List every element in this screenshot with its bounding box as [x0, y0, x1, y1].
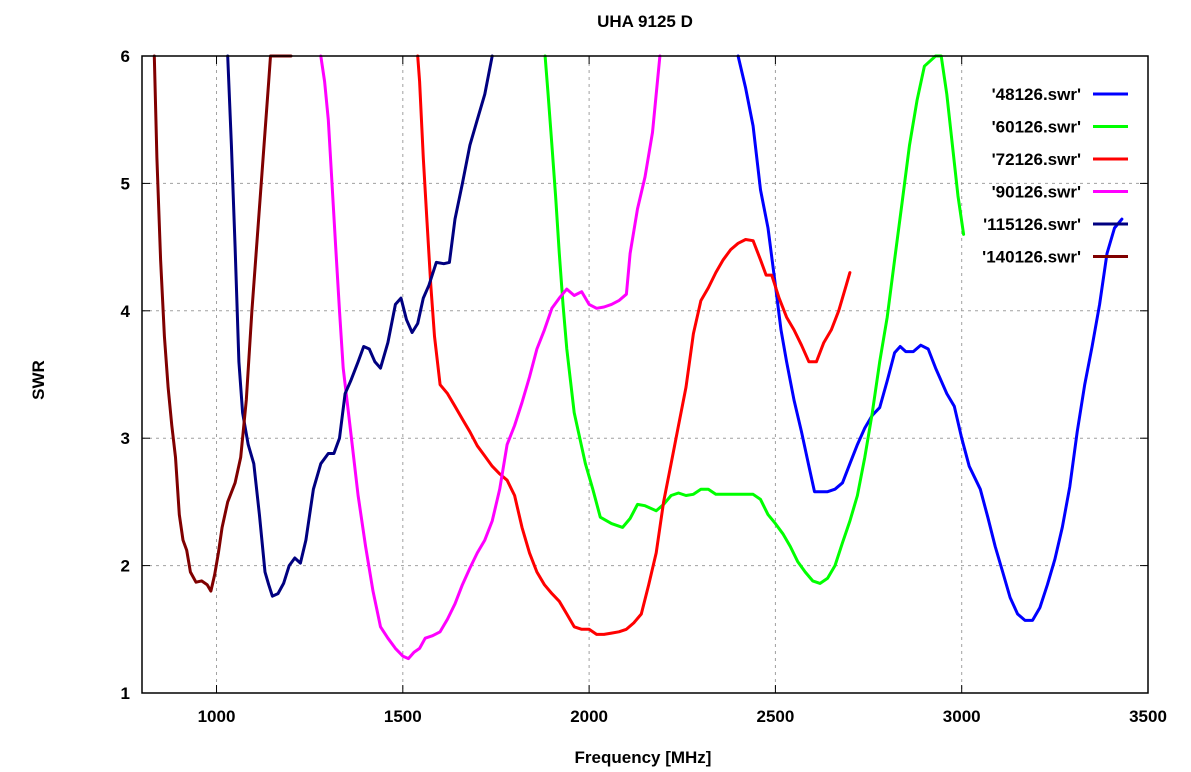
y-tick-label: 3	[121, 429, 130, 448]
y-tick-label: 5	[121, 174, 130, 193]
x-tick-label: 1500	[384, 707, 422, 726]
series-line-1	[543, 54, 966, 585]
axis-ticks: 1 2 3 4 5 6 1000 1500 2000 2500 3000 3500	[121, 47, 1167, 726]
series-line-2	[416, 54, 852, 636]
x-tick-label: 3500	[1129, 707, 1167, 726]
x-axis-label: Frequency [MHz]	[575, 748, 712, 767]
legend-label: '90126.swr'	[992, 183, 1081, 202]
series-lines	[152, 54, 1124, 661]
series-line-3	[319, 54, 662, 661]
legend-label: '115126.swr'	[983, 215, 1081, 234]
x-tick-label: 3000	[943, 707, 981, 726]
legend-label: '140126.swr'	[982, 248, 1081, 267]
x-tick-label: 2000	[570, 707, 608, 726]
legend-label: '72126.swr'	[992, 150, 1081, 169]
plot-frame	[141, 55, 1149, 694]
grid-lines	[142, 56, 1148, 693]
x-tick-label: 1000	[198, 707, 236, 726]
chart-title: UHA 9125 D	[597, 12, 693, 31]
y-tick-label: 4	[121, 302, 131, 321]
y-tick-label: 1	[121, 684, 130, 703]
legend-label: '48126.swr'	[992, 85, 1081, 104]
legend-label: '60126.swr'	[992, 118, 1081, 137]
x-tick-label: 2500	[756, 707, 794, 726]
series-line-5	[152, 54, 293, 593]
y-tick-label: 6	[121, 47, 130, 66]
y-axis-label: SWR	[29, 360, 48, 400]
legend: '48126.swr' '60126.swr' '72126.swr' '90126.…	[982, 85, 1128, 267]
y-tick-label: 2	[121, 557, 130, 576]
series-line-0	[736, 54, 1124, 622]
series-line-4	[226, 54, 494, 598]
